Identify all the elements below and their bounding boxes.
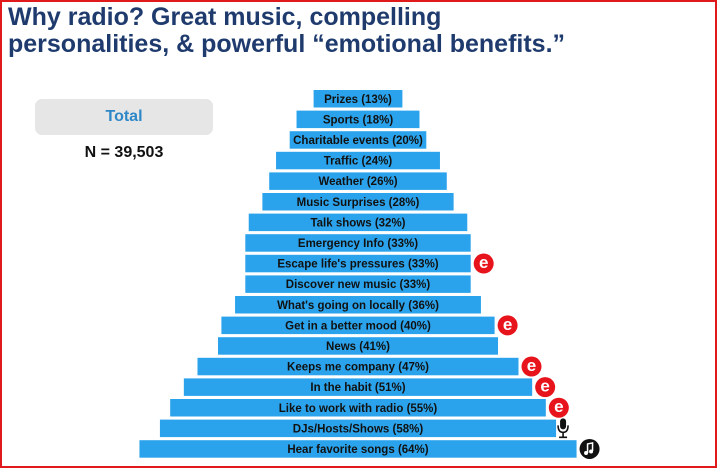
value-label: (18%) bbox=[362, 114, 393, 126]
bar bbox=[197, 357, 519, 376]
mic-icon bbox=[560, 418, 567, 430]
emotional-marker bbox=[497, 315, 518, 336]
bar-label: Like to work with radio (55%) bbox=[279, 403, 438, 415]
category-label: DJs/Hosts/Shows bbox=[293, 423, 390, 435]
bar-label: Weather (26%) bbox=[318, 176, 397, 188]
value-label: (24%) bbox=[362, 156, 393, 168]
bar-label: Music Surprises (28%) bbox=[297, 197, 420, 209]
emotional-marker bbox=[548, 397, 569, 418]
bar bbox=[183, 378, 533, 396]
bar bbox=[262, 193, 454, 211]
category-label: Traffic bbox=[324, 156, 359, 168]
music-icon bbox=[579, 438, 600, 459]
emotional-marker bbox=[521, 356, 542, 377]
bar bbox=[313, 90, 403, 108]
value-label: (26%) bbox=[367, 176, 398, 188]
value-label: (55%) bbox=[407, 403, 438, 415]
bar bbox=[139, 440, 577, 458]
emotional-marker-label: e bbox=[503, 315, 512, 334]
category-label: Get in a better mood bbox=[285, 320, 397, 332]
bar bbox=[245, 234, 471, 252]
category-label: Prizes bbox=[324, 94, 358, 106]
bar-label: Get in a better mood (40%) bbox=[285, 320, 431, 332]
bar bbox=[269, 172, 447, 190]
bar bbox=[289, 131, 427, 149]
value-label: (58%) bbox=[393, 423, 424, 435]
bar-label: Prizes (13%) bbox=[324, 94, 392, 106]
category-label: Hear favorite songs bbox=[287, 444, 394, 456]
bar-label: Escape life's pressures (33%) bbox=[277, 259, 438, 271]
value-label: (47%) bbox=[398, 362, 429, 374]
value-label: (13%) bbox=[361, 94, 392, 106]
emotional-marker bbox=[535, 377, 556, 398]
value-label: (64%) bbox=[398, 444, 429, 456]
category-label: Weather bbox=[318, 176, 364, 188]
bar-label: Keeps me company (47%) bbox=[287, 362, 429, 374]
category-label: Sports bbox=[323, 114, 359, 126]
category-label: News bbox=[326, 341, 356, 353]
sample-size: N = 39,503 bbox=[84, 144, 164, 161]
music-icon bbox=[586, 442, 594, 453]
bar bbox=[296, 110, 420, 129]
value-label: (20%) bbox=[392, 135, 423, 147]
bar bbox=[235, 296, 481, 314]
value-label: (33%) bbox=[387, 238, 418, 250]
category-label: What's going on locally bbox=[277, 300, 406, 312]
bar-label: Talk shows (32%) bbox=[310, 217, 405, 229]
mic-icon bbox=[557, 425, 569, 439]
title-line: Why radio? Great music, compelling bbox=[8, 3, 442, 31]
bar-label: Traffic (24%) bbox=[324, 156, 393, 168]
bar bbox=[245, 275, 471, 293]
value-label: (40%) bbox=[400, 320, 431, 332]
value-label: (36%) bbox=[408, 300, 439, 312]
total-box: Total bbox=[35, 99, 213, 135]
category-label: Music Surprises bbox=[297, 197, 386, 209]
bar-label: Hear favorite songs (64%) bbox=[287, 444, 428, 456]
category-label: In the habit bbox=[310, 382, 372, 394]
bar-label: What's going on locally (36%) bbox=[277, 300, 439, 312]
emotional-marker-label: e bbox=[554, 397, 563, 416]
category-label: Keeps me company bbox=[287, 362, 396, 374]
title-line: personalities, & powerful “emotional ben… bbox=[8, 30, 566, 58]
bar-label: In the habit (51%) bbox=[310, 382, 405, 394]
category-label: Emergency Info bbox=[298, 238, 384, 250]
category-label: Discover new music bbox=[286, 279, 397, 291]
bar-label: DJs/Hosts/Shows (58%) bbox=[293, 423, 424, 435]
emotional-marker-label: e bbox=[527, 356, 536, 375]
bar bbox=[276, 151, 440, 170]
category-label: Like to work with radio bbox=[279, 403, 404, 415]
value-label: (28%) bbox=[389, 197, 420, 209]
bar bbox=[217, 337, 499, 355]
value-label: (33%) bbox=[400, 279, 431, 291]
bar bbox=[221, 316, 495, 335]
bar bbox=[170, 399, 546, 417]
emotional-marker-label: e bbox=[540, 377, 549, 396]
emotional-marker-label: e bbox=[479, 253, 488, 272]
bar-label: Emergency Info (33%) bbox=[298, 238, 418, 250]
chart-title: Why radio? Great music, compelling perso… bbox=[8, 4, 565, 58]
music-icon bbox=[584, 450, 589, 455]
music-icon bbox=[589, 449, 594, 454]
value-label: (33%) bbox=[408, 259, 439, 271]
value-label: (32%) bbox=[375, 217, 406, 229]
value-label: (51%) bbox=[375, 382, 406, 394]
bar-label: Charitable events (20%) bbox=[293, 135, 423, 147]
bar bbox=[248, 213, 468, 232]
bar bbox=[159, 419, 557, 438]
category-label: Escape life's pressures bbox=[277, 259, 404, 271]
emotional-marker bbox=[473, 253, 494, 274]
value-label: (41%) bbox=[359, 341, 390, 353]
bar bbox=[245, 254, 471, 273]
category-label: Charitable events bbox=[293, 135, 389, 147]
bar-label: News (41%) bbox=[326, 341, 390, 353]
bar-label: Sports (18%) bbox=[323, 114, 393, 126]
category-label: Talk shows bbox=[310, 217, 371, 229]
bar-label: Discover new music (33%) bbox=[286, 279, 431, 291]
